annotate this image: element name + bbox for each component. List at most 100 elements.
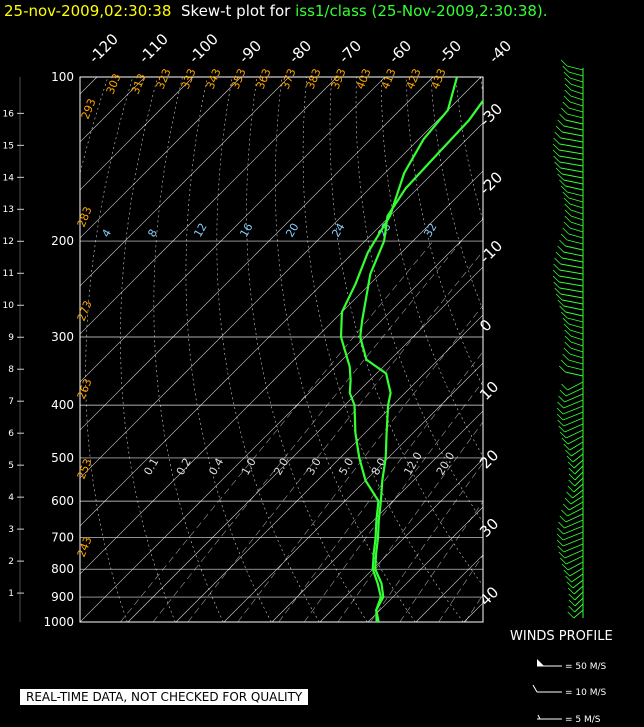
mixing-ratio-line (278, 351, 483, 622)
wind-barb (565, 119, 584, 125)
wind-barb-feather (553, 137, 560, 145)
wind-barb (574, 465, 584, 475)
wind-barb (565, 245, 584, 251)
dry-adiabat-line (274, 77, 416, 622)
wind-barb-feather (559, 365, 566, 373)
wind-barb (560, 137, 584, 143)
wind-barb-feather (552, 275, 560, 283)
wind-barb-feather (554, 161, 561, 169)
isotherm-line (0, 77, 1, 622)
wind-barb (566, 65, 584, 71)
wind-barb (570, 215, 584, 221)
dry-adiabat-label: 413 (379, 67, 399, 91)
wind-barb (569, 567, 584, 577)
wind-barb (570, 341, 584, 347)
mixing-ratio-label: 0.2 (174, 456, 194, 478)
wind-barb-feather (556, 539, 564, 547)
wind-barb (561, 299, 584, 305)
mixing-ratio-label: 20.0 (434, 450, 458, 478)
wind-barb (559, 281, 584, 287)
height-tick-label: 6 (8, 429, 14, 439)
wind-barb-feather (558, 521, 565, 529)
wind-barb (567, 113, 584, 119)
wind-barb-feather (557, 173, 564, 181)
dry-adiabat-label: 243 (75, 535, 95, 559)
wind-barb-feather (566, 491, 573, 499)
wind-barb (558, 149, 584, 155)
winds-profile-title: WINDS PROFILE (510, 629, 613, 644)
temp-tick-label: 10 (476, 378, 502, 404)
wind-barb (570, 95, 584, 101)
temp-tick-label: 20 (476, 446, 502, 472)
wind-barb-feather (564, 77, 571, 85)
wind-barb-feather (559, 239, 566, 247)
dry-adiabat-line (530, 77, 644, 622)
wind-barb (574, 471, 584, 481)
wind-barb (574, 603, 584, 613)
wind-barb (565, 185, 584, 191)
wind-barb-feather (563, 197, 571, 205)
temp-tick-label: -100 (185, 30, 222, 67)
dry-adiabat-line (455, 77, 483, 222)
wind-barb (574, 477, 584, 487)
wind-barb (569, 227, 584, 233)
isobars (80, 76, 483, 623)
mixing-ratio-line (337, 421, 483, 622)
wind-barb (568, 359, 584, 365)
dry-adiabat-label: 373 (279, 67, 299, 91)
temperature-line (359, 98, 483, 622)
height-tick-label: 8 (8, 365, 14, 375)
temp-tick-label: -90 (235, 37, 265, 67)
isotherm-line (80, 122, 483, 527)
mixing-ratio-label: 12 (191, 221, 209, 240)
height-tick-label: 5 (8, 461, 14, 471)
wind-barb-feather (565, 575, 572, 583)
wind-barb (568, 323, 584, 329)
height-tick-label: 7 (8, 397, 14, 407)
wind-barb (567, 507, 584, 517)
wind-barb-feather (559, 515, 567, 523)
wind-barb-feather (557, 419, 564, 427)
wind-barb-feather (562, 227, 569, 235)
wind-barb-feather (561, 311, 568, 319)
wind-legend-barb (537, 714, 541, 720)
wind-barb-feather (555, 293, 563, 301)
dry-adiabat-line (630, 77, 644, 622)
mixing-ratio-line (399, 501, 483, 622)
wind-barb-feather (557, 401, 564, 409)
wind-barb-feather (563, 323, 571, 331)
dry-adiabat-label: 283 (75, 205, 95, 229)
wind-barb (569, 329, 584, 335)
wind-barb (566, 555, 584, 565)
pressure-tick-label: 800 (51, 562, 74, 576)
wind-barb-feather (553, 263, 560, 271)
wind-barb-feather (563, 347, 571, 355)
wind-barb (569, 101, 584, 107)
wind-barb (567, 317, 584, 323)
wind-barb (562, 411, 584, 421)
wind-barb (568, 501, 584, 511)
wind-barb (572, 579, 584, 589)
height-tick-label: 10 (3, 301, 15, 311)
isotherm-line (80, 218, 483, 622)
mixing-ratio-label: 20 (283, 221, 301, 240)
wind-barb (559, 161, 584, 167)
wind-barb-feather (563, 71, 571, 79)
dewpoint-line (339, 77, 459, 622)
wind-barb-feather (567, 587, 575, 595)
dry-adiabat-line (380, 77, 483, 457)
wind-barb (563, 399, 584, 409)
wind-barb-feather (558, 395, 565, 403)
wind-barb (570, 495, 584, 505)
dry-adiabat-label: 333 (179, 67, 199, 91)
wind-barb (561, 173, 584, 179)
wind-barb (560, 167, 584, 173)
height-tick-label: 13 (3, 205, 14, 215)
pressure-tick-label: 700 (51, 531, 74, 545)
wind-barb-feather (558, 551, 566, 559)
dry-adiabat-label: 323 (154, 67, 174, 91)
wind-legend-label: = 50 M/S (565, 662, 607, 672)
wind-barb (562, 531, 584, 541)
wind-barb-feather (568, 593, 576, 601)
